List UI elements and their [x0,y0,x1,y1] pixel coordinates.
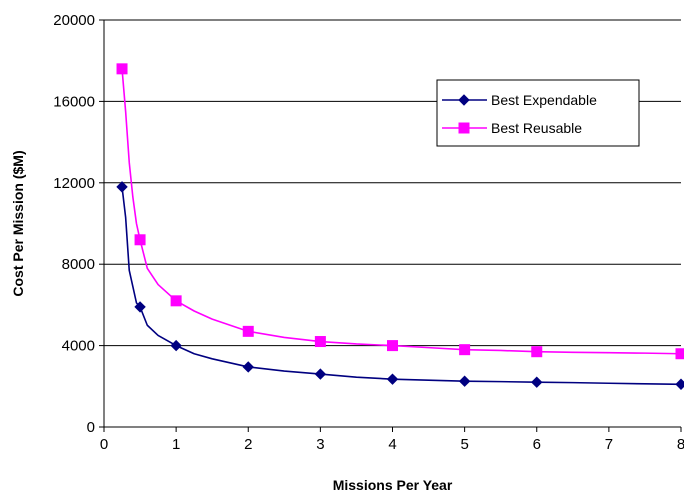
data-point [459,344,471,356]
data-point [531,376,543,388]
data-point [116,63,128,75]
x-tick-label: 2 [244,436,252,453]
data-point [531,346,543,358]
data-point [386,373,399,385]
data-point [170,295,182,307]
series-best-reusable [116,63,684,360]
x-tick-label: 4 [388,436,396,453]
y-tick-label: 4000 [62,338,95,355]
data-point [314,336,326,348]
data-point [116,181,128,193]
data-point [242,325,254,337]
legend-label: Best Expendable [491,92,597,108]
series-best-expendable [116,181,684,390]
y-tick-label: 8000 [62,256,95,273]
data-point [675,348,684,360]
x-tick-label: 3 [316,436,324,453]
legend-marker [458,122,470,134]
legend-entry: Best Expendable [442,92,597,108]
data-point [458,375,471,387]
y-axis-title: Cost Per Mission ($M) [10,150,26,296]
x-tick-label: 5 [460,436,468,453]
x-tick-label: 0 [100,436,108,453]
legend-label: Best Reusable [491,120,582,136]
data-point [314,368,327,380]
y-tick-label: 12000 [53,175,95,192]
series-line [121,186,682,386]
y-tick-label: 16000 [53,93,95,110]
legend-marker [458,94,470,106]
gridlines [104,19,681,347]
legend: Best Expendable Best Reusable [436,79,640,147]
data-point [134,301,146,313]
data-point [134,234,146,246]
x-tick-label: 7 [605,436,613,453]
series-line [121,68,682,355]
legend-box [436,79,640,147]
x-tick-label: 1 [172,436,180,453]
y-tick-label: 20000 [53,12,95,29]
tick-labels: 0 4000 8000 12000 16000 20000 0 1 2 3 4 5 6 7 8 [53,12,684,453]
y-tick-label: 0 [87,419,95,436]
x-tick-label: 8 [677,436,684,453]
legend-entry: Best Reusable [442,120,582,136]
data-point [170,339,182,352]
data-point [675,378,684,390]
legend-items: Best Expendable Best Reusable [442,92,597,136]
series-layer [116,63,684,390]
data-point [387,340,398,352]
x-tick-label: 6 [533,436,541,453]
data-point [242,361,254,373]
x-axis-title: Missions Per Year [333,477,453,493]
axes [99,19,682,432]
